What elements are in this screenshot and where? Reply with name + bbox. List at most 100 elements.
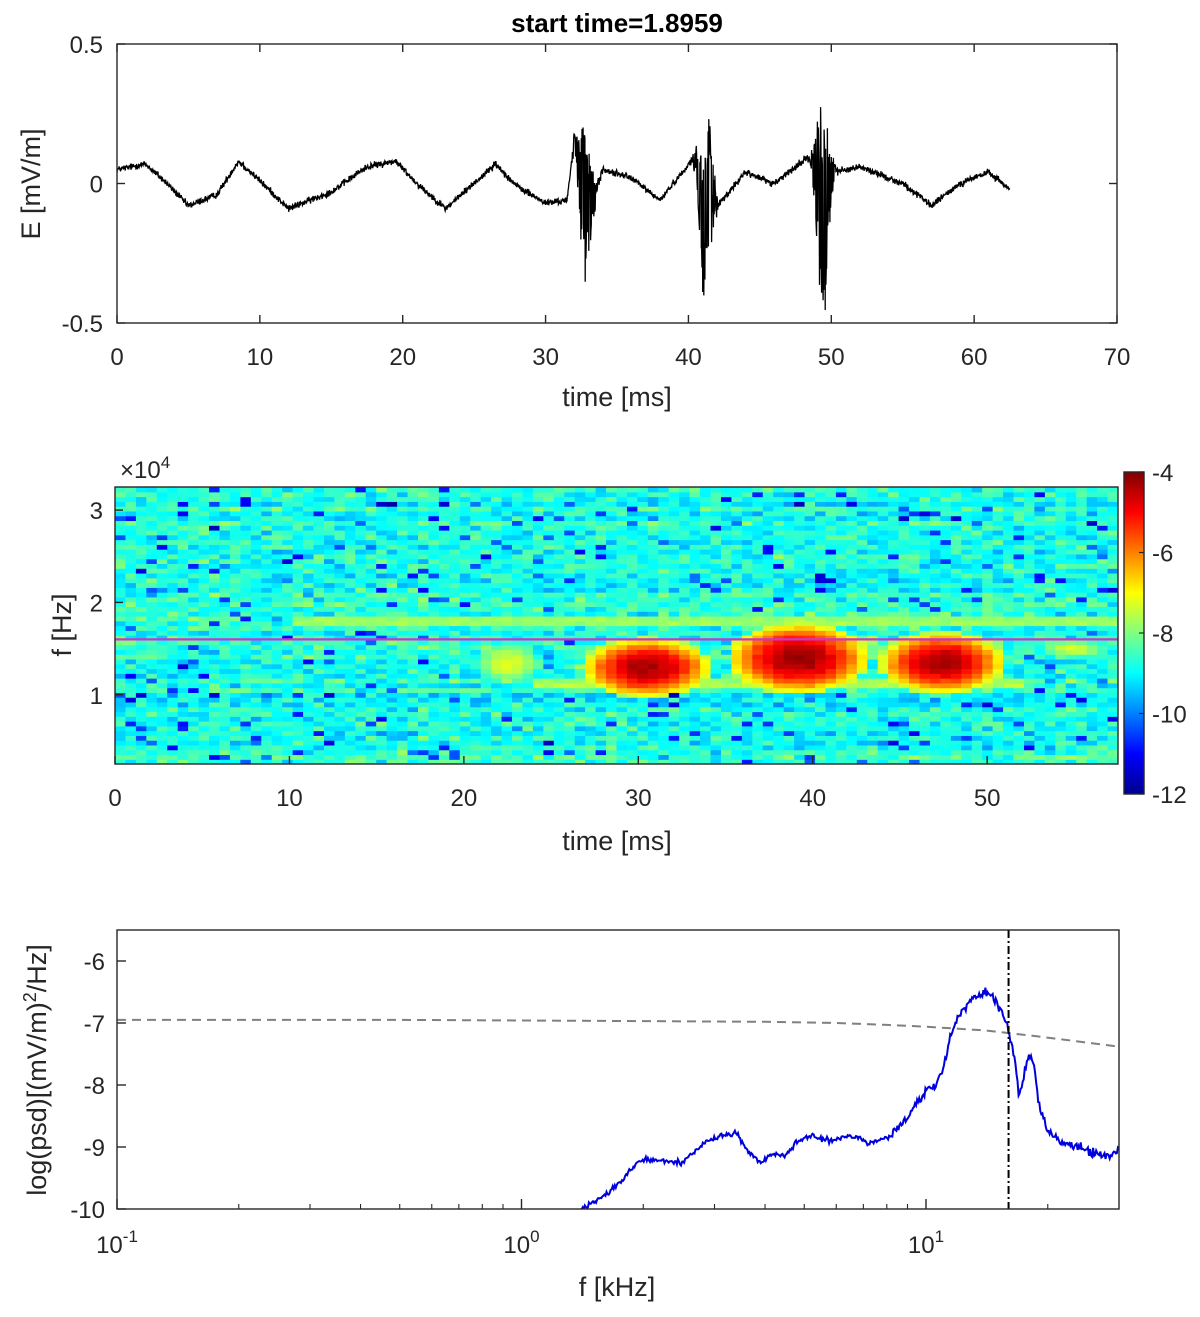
spectrogram-cell bbox=[626, 716, 638, 722]
spectrogram-cell bbox=[585, 658, 597, 665]
spectrogram-cell bbox=[1013, 620, 1025, 627]
spectrogram-cell bbox=[459, 716, 471, 722]
spectrogram-cell bbox=[1076, 606, 1088, 612]
spectrogram-cell bbox=[156, 725, 168, 732]
spectrogram-cell bbox=[741, 520, 753, 526]
spectrogram-cell bbox=[595, 701, 607, 708]
spectrogram-cell bbox=[219, 735, 231, 741]
spectrogram-cell bbox=[637, 611, 649, 617]
spectrogram-cell bbox=[177, 649, 189, 655]
spectrogram-cell bbox=[595, 520, 607, 526]
spectrogram-cell bbox=[261, 706, 273, 713]
spectrogram-cell bbox=[815, 725, 827, 732]
spectrogram-cell bbox=[585, 678, 597, 684]
spectrogram-cell bbox=[700, 549, 712, 555]
spectrogram-cell bbox=[637, 549, 649, 555]
spectrogram-cell bbox=[595, 596, 607, 603]
spectrogram-cell bbox=[156, 563, 168, 569]
spectrogram-cell bbox=[438, 515, 450, 522]
spectrogram-cell bbox=[710, 754, 722, 760]
spectrogram-cell bbox=[700, 577, 712, 584]
spectrogram-cell bbox=[355, 635, 367, 641]
spectrogram-cell bbox=[752, 611, 764, 617]
spectrogram-cell bbox=[1044, 759, 1056, 764]
spectrogram-cell bbox=[783, 615, 795, 622]
spectrogram-cell bbox=[438, 558, 450, 565]
spectrogram-cell bbox=[950, 549, 962, 555]
spectrogram-cell bbox=[783, 563, 795, 569]
spectrogram-cell bbox=[626, 525, 638, 531]
spectrogram-cell bbox=[794, 558, 806, 565]
spectrogram-cell bbox=[720, 615, 733, 622]
spectrogram-cell bbox=[658, 539, 670, 545]
spectrogram-cell bbox=[1013, 687, 1025, 693]
spectrogram-cell bbox=[909, 682, 921, 689]
spectrogram-cell bbox=[1044, 563, 1056, 569]
spectrogram-cell bbox=[794, 725, 806, 732]
spectrogram-cell bbox=[731, 644, 743, 650]
spectrogram-cell bbox=[250, 596, 262, 603]
spectrogram-cell bbox=[700, 678, 712, 684]
spectrogram-cell bbox=[762, 529, 774, 536]
spectrogram-cell bbox=[1055, 544, 1067, 550]
spectrogram-cell bbox=[731, 582, 743, 588]
spectrogram-cell bbox=[919, 563, 931, 569]
spectrogram-cell bbox=[135, 663, 147, 670]
spectrogram-cell bbox=[1023, 692, 1036, 698]
spectrogram-cell bbox=[313, 601, 325, 607]
spectrogram-cell bbox=[532, 568, 544, 574]
spectrogram-cell bbox=[282, 644, 294, 650]
spectrogram-cell bbox=[1013, 668, 1025, 674]
spectrogram-cell bbox=[710, 682, 722, 689]
spectrogram-cell bbox=[428, 678, 440, 684]
spectrogram-cell bbox=[971, 525, 983, 531]
spectrogram-cell bbox=[250, 639, 262, 646]
spectrogram-cell bbox=[449, 759, 461, 764]
spectrogram-cell bbox=[564, 658, 576, 665]
spectrogram-cell bbox=[825, 529, 837, 536]
spectrogram-cell bbox=[961, 601, 973, 607]
spectrogram-cell bbox=[961, 735, 973, 741]
spectrogram-cell bbox=[658, 515, 670, 522]
spectrogram-cell bbox=[710, 649, 722, 655]
spectrogram-cell bbox=[940, 582, 952, 588]
spectrogram-cell bbox=[438, 658, 450, 665]
spectrogram-cell bbox=[1034, 735, 1046, 741]
spectrogram-cell bbox=[877, 625, 889, 631]
spectrogram-cell bbox=[710, 721, 722, 727]
spectrogram-cell bbox=[835, 577, 847, 584]
spectrogram-cell bbox=[449, 654, 461, 660]
spectrogram-cell bbox=[1076, 568, 1088, 574]
spectrogram-cell bbox=[950, 678, 962, 684]
spectrogram-cell bbox=[815, 577, 827, 584]
spectrogram-cell bbox=[470, 620, 482, 627]
spectrogram-cell bbox=[250, 568, 262, 574]
spectrogram-cell bbox=[355, 692, 367, 698]
spectrogram-cell bbox=[626, 692, 638, 698]
spectrogram-cell bbox=[355, 549, 367, 555]
spectrogram-cell bbox=[219, 663, 231, 670]
spectrogram-cell bbox=[543, 635, 555, 641]
spectrogram-cell bbox=[1107, 620, 1118, 627]
spectrogram-cell bbox=[992, 534, 1004, 541]
spectrogram-cell bbox=[658, 740, 670, 746]
spectrogram-cell bbox=[1023, 635, 1036, 641]
spectrogram-cell bbox=[240, 520, 252, 526]
spectrogram-cell bbox=[219, 711, 231, 717]
spectrogram-cell bbox=[731, 601, 743, 607]
spectrogram-cell bbox=[909, 639, 921, 646]
spectrogram-cell bbox=[762, 577, 774, 584]
spectrogram-cell bbox=[115, 630, 127, 636]
spectrogram-cell bbox=[982, 682, 994, 689]
spectrogram-cell bbox=[512, 611, 524, 617]
spectrogram-cell bbox=[292, 620, 304, 627]
spectrogram-cell bbox=[585, 525, 597, 531]
spectrogram-cell bbox=[1076, 525, 1088, 531]
spectrogram-cell bbox=[637, 649, 649, 655]
spectrogram-cell bbox=[250, 740, 262, 746]
spectrogram-cell bbox=[125, 587, 137, 593]
spectrogram-cell bbox=[616, 592, 628, 598]
spectrogram-cell bbox=[1076, 529, 1088, 536]
spectrogram-cell bbox=[491, 615, 503, 622]
spectrogram-cell bbox=[156, 539, 168, 545]
